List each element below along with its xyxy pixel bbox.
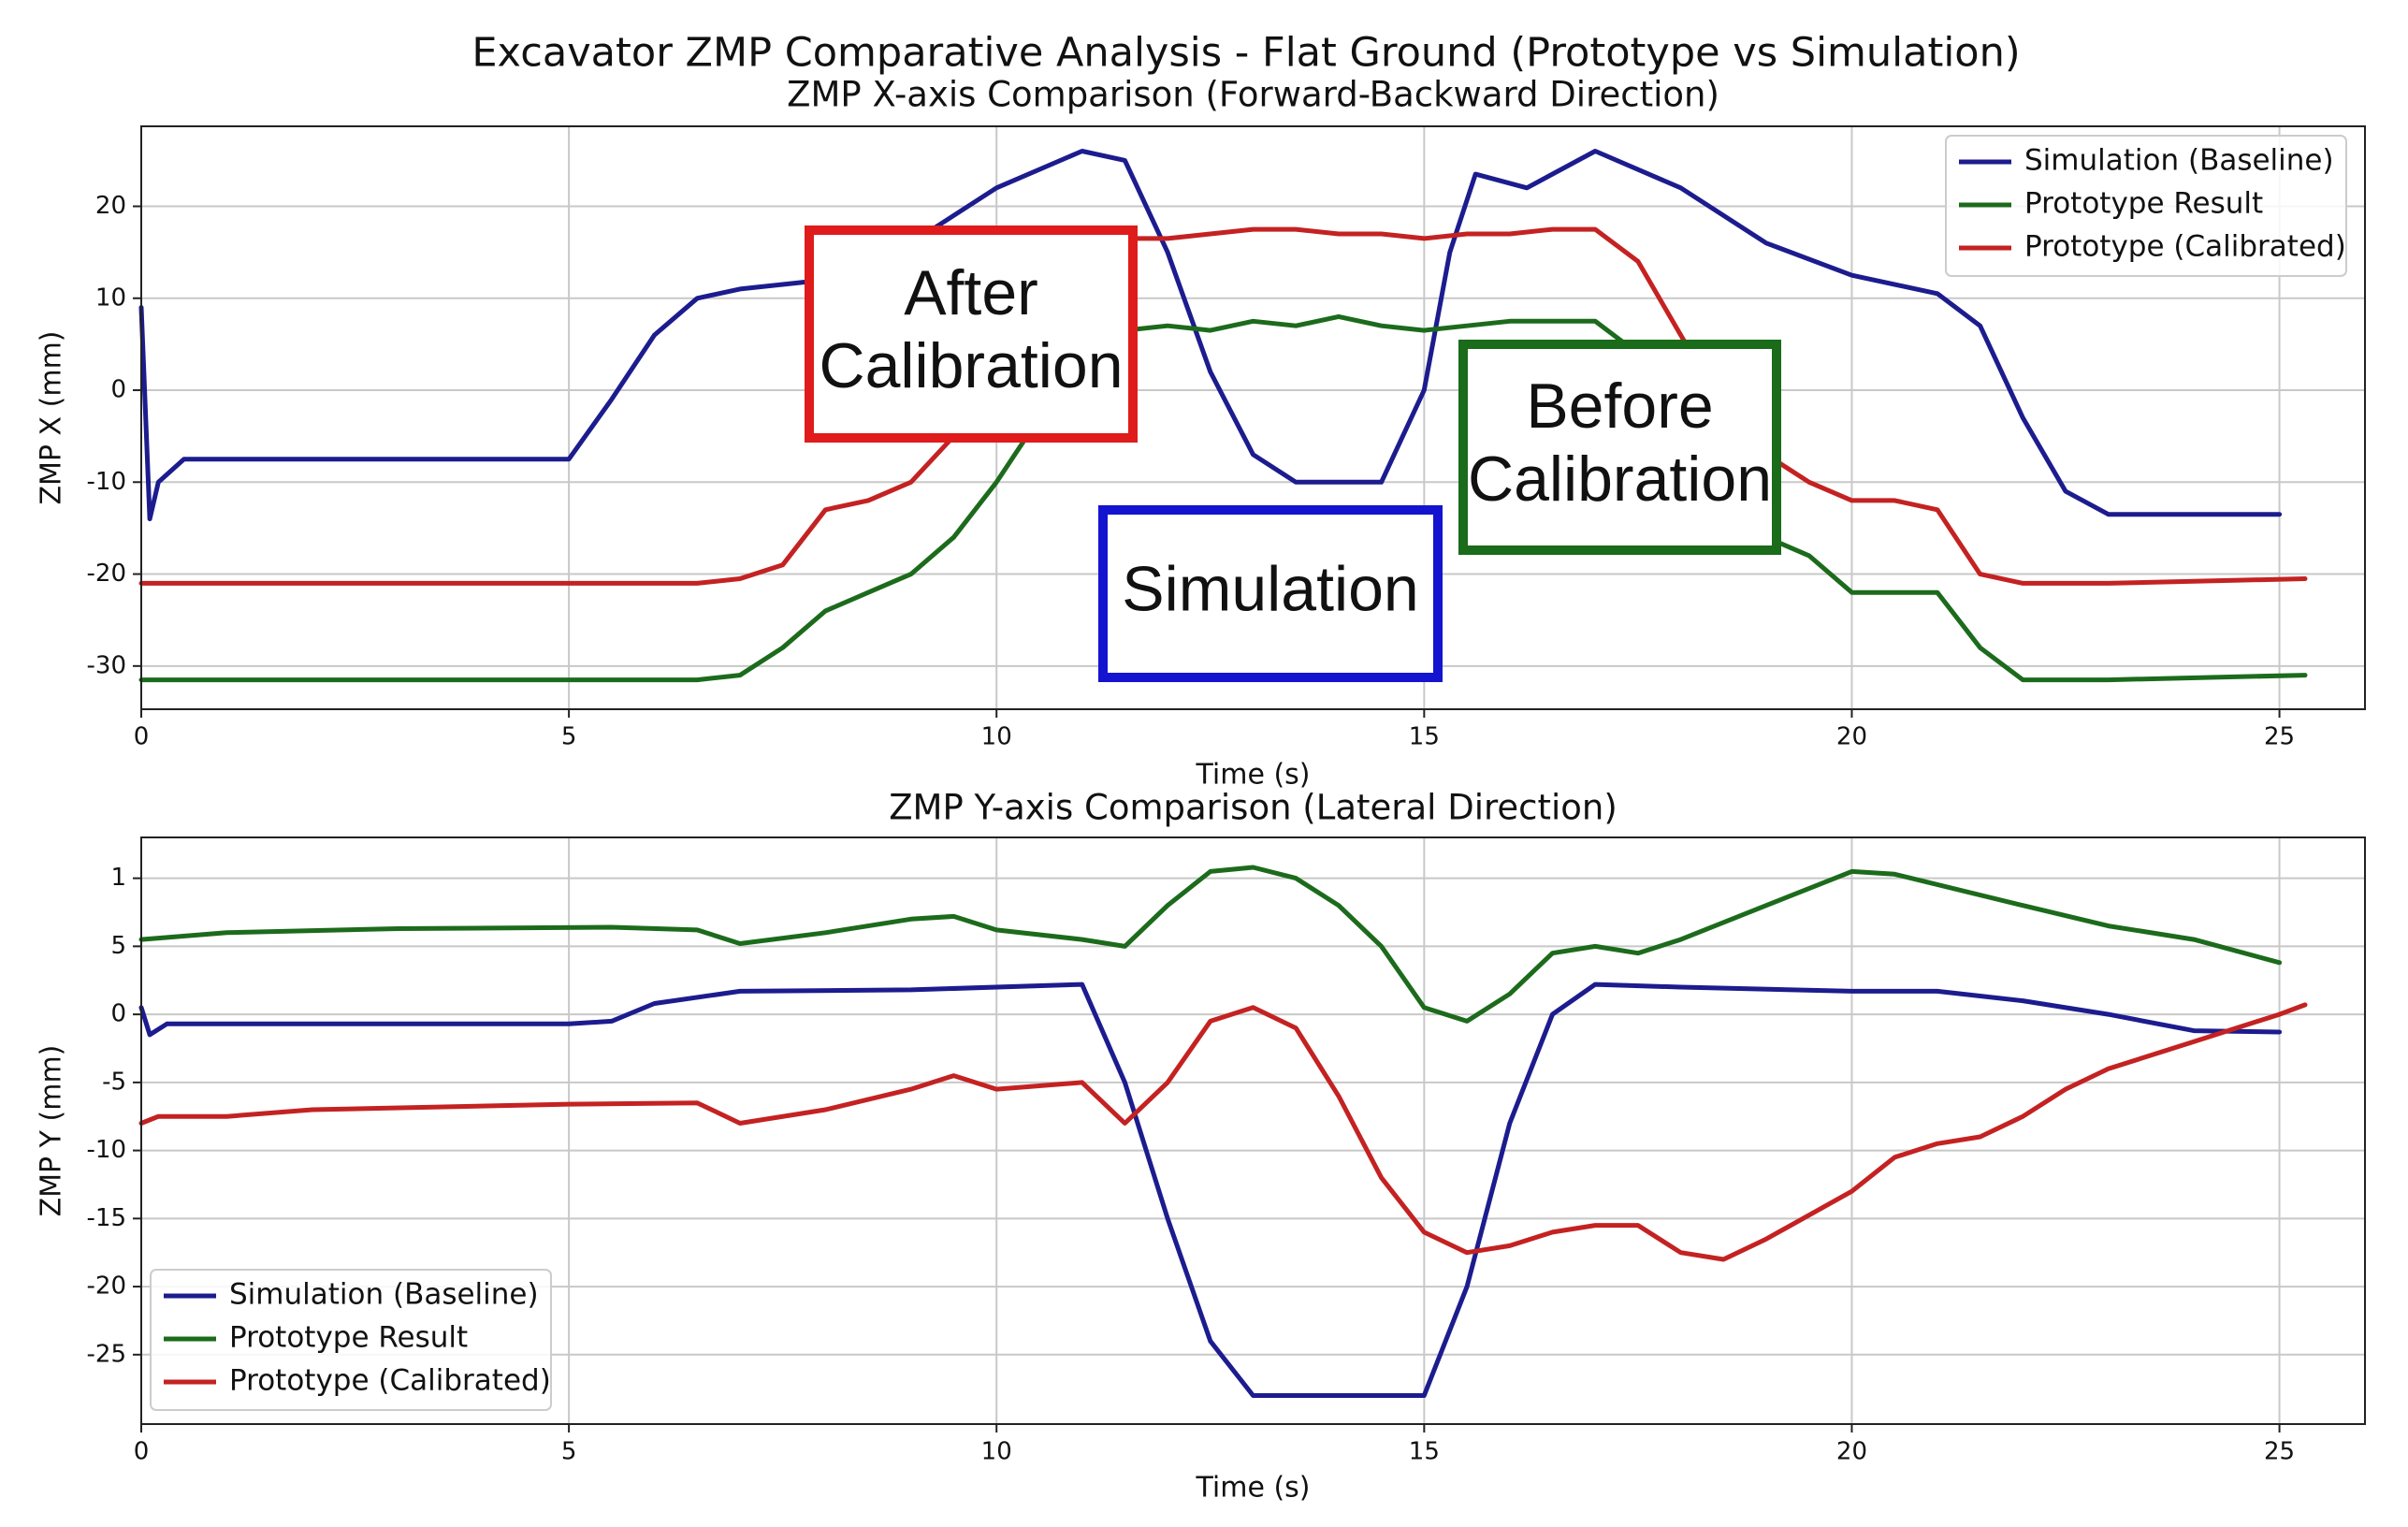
annotation-text: Calibration [1468, 444, 1772, 515]
y-axis-label: ZMP X (mm) [36, 330, 68, 504]
x-axis-label: Time (s) [1196, 1472, 1311, 1505]
x-tick-label: 5 [561, 1438, 577, 1466]
x-tick-label: 25 [2264, 723, 2295, 751]
legend-label: Prototype (Calibrated) [2024, 230, 2346, 264]
y-tick-label: 0 [110, 376, 126, 404]
legend-label: Simulation (Baseline) [229, 1278, 539, 1312]
data-line [138, 1002, 2308, 1262]
legend-label: Prototype Result [2024, 187, 2263, 221]
annotation-text: After [904, 257, 1038, 328]
y-tick-label: 1 [110, 864, 126, 892]
y-tick-label: -10 [87, 468, 126, 496]
subplot-title: ZMP Y-axis Comparison (Lateral Direction… [889, 788, 1617, 828]
x-tick-label: 15 [1409, 1438, 1440, 1466]
data-line [138, 865, 2283, 1024]
x-tick-label: 0 [134, 1438, 150, 1466]
data-line [138, 149, 2283, 522]
y-tick-label: -15 [87, 1204, 126, 1232]
y-tick-label: -20 [87, 560, 126, 588]
data-line [138, 982, 2283, 1398]
y-tick-label: -25 [87, 1340, 126, 1368]
y-tick-label: -20 [87, 1272, 126, 1301]
y-tick-label: -30 [87, 651, 126, 679]
y-axis-label: ZMP Y (mm) [36, 1045, 68, 1217]
legend-box [150, 1269, 552, 1411]
y-tick-label: 5 [110, 932, 126, 960]
annotation-box [805, 225, 1138, 443]
subplot-title: ZMP X-axis Comparison (Forward-Backward … [787, 75, 1719, 115]
legend-label: Simulation (Baseline) [2024, 144, 2334, 178]
y-tick-label: 10 [95, 284, 126, 312]
x-tick-label: 0 [134, 723, 150, 751]
y-tick-label: 0 [110, 1000, 126, 1028]
x-tick-label: 20 [1836, 723, 1867, 751]
x-tick-label: 10 [981, 1438, 1012, 1466]
x-tick-label: 25 [2264, 1438, 2295, 1466]
x-tick-label: 5 [561, 723, 577, 751]
y-tick-label: -10 [87, 1136, 126, 1164]
axes-frame [140, 125, 2366, 710]
y-tick-label: 20 [95, 192, 126, 220]
legend-label: Prototype Result [229, 1321, 468, 1355]
annotation-text: Simulation [1122, 553, 1419, 624]
axes-frame [140, 836, 2366, 1425]
x-tick-label: 10 [981, 723, 1012, 751]
annotation-box [1458, 340, 1781, 555]
x-tick-label: 20 [1836, 1438, 1867, 1466]
x-axis-label: Time (s) [1196, 759, 1311, 792]
x-tick-label: 15 [1409, 723, 1440, 751]
data-line [138, 313, 2308, 683]
annotation-box [1098, 505, 1443, 682]
annotation-text: Calibration [819, 330, 1123, 401]
legend-box [1945, 135, 2347, 277]
legend-label: Prototype (Calibrated) [229, 1364, 551, 1398]
figure-title: Excavator ZMP Comparative Analysis - Fla… [471, 30, 2020, 77]
annotation-text: Before [1526, 371, 1713, 442]
data-line [138, 226, 2308, 586]
y-tick-label: -5 [102, 1068, 126, 1096]
